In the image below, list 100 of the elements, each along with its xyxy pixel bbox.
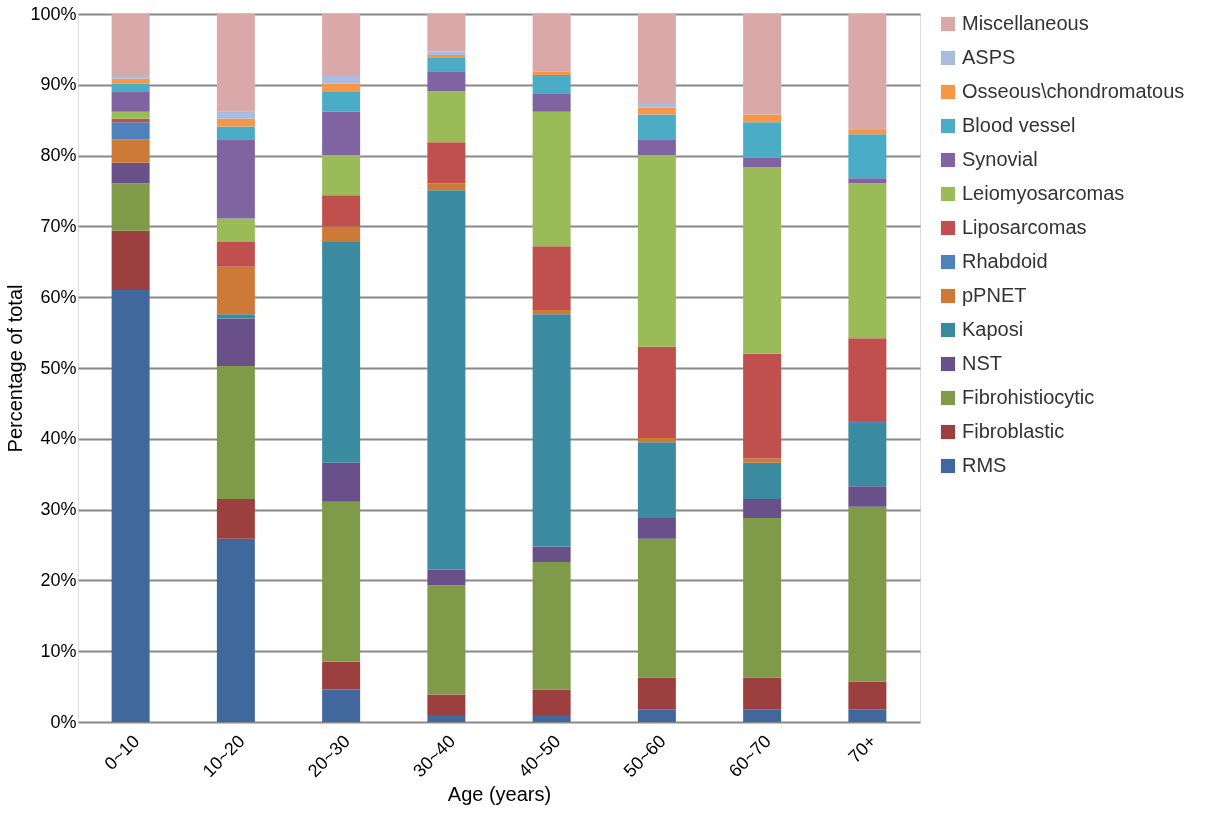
bar	[637, 14, 676, 104]
bar	[427, 694, 466, 715]
bar	[848, 14, 887, 131]
bar	[637, 114, 676, 140]
bar	[216, 538, 255, 722]
bar	[216, 266, 255, 315]
bar	[532, 546, 571, 562]
legend-label: Rhabdoid	[962, 250, 1048, 272]
legend-label: Fibrohistiocytic	[962, 386, 1095, 408]
bar	[848, 130, 887, 135]
bar	[427, 91, 466, 143]
bar	[743, 462, 782, 499]
bar	[111, 122, 150, 140]
bar	[848, 178, 887, 184]
legend-label: Osseous\chondromatous	[962, 80, 1185, 102]
y-tick-label: 90%	[40, 74, 77, 95]
bar	[322, 195, 361, 227]
legend-label: Liposarcomas	[962, 216, 1087, 238]
bar	[216, 218, 255, 242]
legend-label: Leiomyosarcomas	[962, 182, 1125, 204]
legend-label: Blood vessel	[962, 114, 1076, 136]
bar	[216, 314, 255, 319]
bar	[427, 190, 466, 570]
bar	[322, 91, 361, 112]
bar	[427, 71, 466, 92]
bar	[532, 71, 571, 75]
bar	[637, 438, 676, 443]
bar	[743, 114, 782, 123]
x-tick-label: 70+	[844, 731, 881, 767]
bar	[532, 14, 571, 72]
bar	[848, 423, 887, 487]
bar	[111, 230, 150, 291]
bar	[111, 139, 150, 163]
y-axis-title: Percentage of total	[4, 284, 27, 453]
bar	[216, 498, 255, 539]
bar	[111, 83, 150, 92]
bar	[216, 365, 255, 499]
y-tick-label: 80%	[40, 145, 77, 166]
bar	[322, 14, 361, 75]
bar	[111, 78, 150, 84]
bar	[216, 318, 255, 366]
bar	[637, 538, 676, 678]
y-tick-label: 50%	[40, 357, 77, 378]
bar	[743, 122, 782, 158]
bar	[427, 714, 466, 722]
bar	[532, 561, 571, 690]
bar	[637, 677, 676, 710]
bar	[637, 709, 676, 722]
bar	[532, 309, 571, 315]
bar	[427, 183, 466, 191]
bar	[848, 421, 887, 424]
bar	[427, 569, 466, 586]
bar	[427, 142, 466, 184]
bar	[848, 506, 887, 682]
bar	[322, 241, 361, 463]
legend-label: Synovial	[962, 148, 1038, 170]
bar	[322, 462, 361, 502]
bar	[848, 134, 887, 179]
bar	[637, 139, 676, 155]
bar	[216, 118, 255, 127]
y-tick-label: 0%	[50, 711, 77, 732]
y-tick-label: 20%	[40, 569, 77, 590]
bar	[322, 83, 361, 92]
bar	[743, 353, 782, 459]
bar	[743, 498, 782, 519]
bar	[532, 714, 571, 722]
bar	[637, 107, 676, 115]
bar	[848, 709, 887, 722]
bar	[637, 346, 676, 439]
bar	[216, 111, 255, 119]
legend-label: Fibroblastic	[962, 420, 1065, 442]
y-tick-label: 60%	[40, 286, 77, 307]
bar	[111, 91, 150, 112]
bar	[322, 501, 361, 662]
bar	[743, 677, 782, 710]
bar	[848, 681, 887, 710]
bar	[848, 338, 887, 422]
bar	[637, 154, 676, 347]
bar	[216, 14, 255, 112]
bar	[532, 314, 571, 547]
bar	[532, 246, 571, 310]
bar	[111, 183, 150, 231]
legend-label: NST	[962, 352, 1002, 374]
bar	[637, 518, 676, 539]
bar	[111, 14, 150, 75]
y-tick-label: 100%	[30, 3, 77, 24]
bar	[743, 458, 782, 463]
bar	[216, 139, 255, 219]
y-tick-label: 70%	[40, 215, 77, 236]
bar	[427, 55, 466, 58]
bar	[322, 661, 361, 690]
legend-label: pPNET	[962, 284, 1027, 306]
bar	[322, 226, 361, 242]
bar	[322, 74, 361, 84]
bar	[216, 241, 255, 267]
x-axis-title: Age (years)	[447, 782, 552, 805]
y-tick-label: 30%	[40, 499, 77, 520]
legend-label: ASPS	[962, 46, 1016, 68]
bar	[532, 689, 571, 715]
bar	[427, 14, 466, 52]
